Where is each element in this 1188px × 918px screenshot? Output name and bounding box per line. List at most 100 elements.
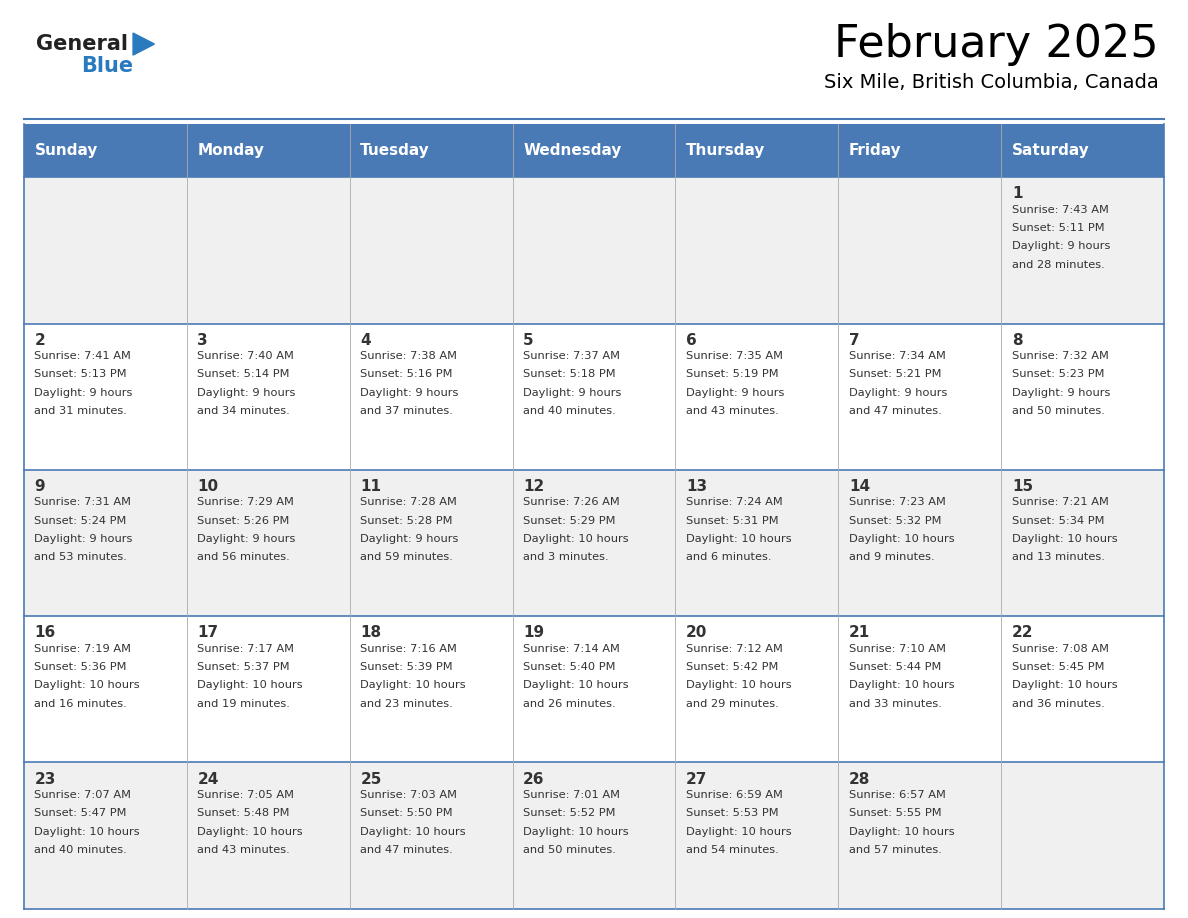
Text: General: General (36, 34, 127, 54)
Text: Daylight: 9 hours: Daylight: 9 hours (34, 387, 133, 397)
Text: and 40 minutes.: and 40 minutes. (523, 406, 617, 416)
Text: Sunset: 5:48 PM: Sunset: 5:48 PM (197, 809, 290, 818)
Text: Daylight: 9 hours: Daylight: 9 hours (197, 534, 296, 544)
Text: Daylight: 9 hours: Daylight: 9 hours (360, 534, 459, 544)
Text: Daylight: 9 hours: Daylight: 9 hours (523, 387, 621, 397)
Text: Sunrise: 7:10 AM: Sunrise: 7:10 AM (849, 644, 946, 654)
Bar (24, 124, 1164, 177)
Text: Saturday: Saturday (1012, 143, 1089, 158)
Text: Sunrise: 7:05 AM: Sunrise: 7:05 AM (197, 790, 295, 800)
Text: 19: 19 (523, 625, 544, 641)
Text: 23: 23 (34, 772, 56, 787)
Text: Sunrise: 7:28 AM: Sunrise: 7:28 AM (360, 498, 457, 508)
Text: Daylight: 10 hours: Daylight: 10 hours (34, 827, 140, 836)
Text: Daylight: 9 hours: Daylight: 9 hours (360, 387, 459, 397)
Text: and 54 minutes.: and 54 minutes. (687, 845, 779, 855)
Text: Daylight: 10 hours: Daylight: 10 hours (523, 827, 628, 836)
Text: Sunset: 5:16 PM: Sunset: 5:16 PM (360, 369, 453, 379)
Text: Daylight: 10 hours: Daylight: 10 hours (687, 680, 791, 690)
Text: Sunday: Sunday (34, 143, 97, 158)
Text: Sunset: 5:36 PM: Sunset: 5:36 PM (34, 662, 127, 672)
Text: Sunset: 5:29 PM: Sunset: 5:29 PM (523, 516, 615, 526)
Text: Daylight: 10 hours: Daylight: 10 hours (1012, 534, 1118, 544)
Text: Daylight: 10 hours: Daylight: 10 hours (849, 680, 955, 690)
Text: Sunset: 5:52 PM: Sunset: 5:52 PM (523, 809, 615, 818)
Text: 1: 1 (1012, 186, 1023, 201)
Text: Thursday: Thursday (687, 143, 765, 158)
Text: Sunrise: 7:41 AM: Sunrise: 7:41 AM (34, 351, 132, 361)
Text: Daylight: 9 hours: Daylight: 9 hours (197, 387, 296, 397)
Text: Daylight: 10 hours: Daylight: 10 hours (849, 534, 955, 544)
Text: and 37 minutes.: and 37 minutes. (360, 406, 453, 416)
Text: Sunrise: 7:24 AM: Sunrise: 7:24 AM (687, 498, 783, 508)
Text: 8: 8 (1012, 332, 1023, 348)
Text: Daylight: 10 hours: Daylight: 10 hours (197, 680, 303, 690)
Text: Sunset: 5:26 PM: Sunset: 5:26 PM (197, 516, 290, 526)
Text: and 16 minutes.: and 16 minutes. (34, 699, 127, 709)
Text: Monday: Monday (197, 143, 265, 158)
Text: Sunset: 5:32 PM: Sunset: 5:32 PM (849, 516, 942, 526)
Text: and 53 minutes.: and 53 minutes. (34, 553, 127, 563)
Text: and 33 minutes.: and 33 minutes. (849, 699, 942, 709)
Text: 14: 14 (849, 479, 870, 494)
Text: and 26 minutes.: and 26 minutes. (523, 699, 615, 709)
Text: Sunset: 5:55 PM: Sunset: 5:55 PM (849, 809, 942, 818)
Text: and 57 minutes.: and 57 minutes. (849, 845, 942, 855)
Text: and 50 minutes.: and 50 minutes. (1012, 406, 1105, 416)
Text: Sunset: 5:45 PM: Sunset: 5:45 PM (1012, 662, 1105, 672)
Text: Daylight: 10 hours: Daylight: 10 hours (197, 827, 303, 836)
Text: Sunrise: 7:35 AM: Sunrise: 7:35 AM (687, 351, 783, 361)
Text: and 9 minutes.: and 9 minutes. (849, 553, 935, 563)
Text: Sunrise: 7:34 AM: Sunrise: 7:34 AM (849, 351, 946, 361)
Text: Sunrise: 7:01 AM: Sunrise: 7:01 AM (523, 790, 620, 800)
Text: 13: 13 (687, 479, 707, 494)
Text: 7: 7 (849, 332, 860, 348)
Text: Daylight: 9 hours: Daylight: 9 hours (1012, 241, 1111, 252)
Text: Daylight: 10 hours: Daylight: 10 hours (34, 680, 140, 690)
Text: Sunrise: 7:17 AM: Sunrise: 7:17 AM (197, 644, 295, 654)
Text: Sunrise: 7:26 AM: Sunrise: 7:26 AM (523, 498, 620, 508)
Text: Sunrise: 7:08 AM: Sunrise: 7:08 AM (1012, 644, 1110, 654)
Text: Sunrise: 7:31 AM: Sunrise: 7:31 AM (34, 498, 132, 508)
Text: and 36 minutes.: and 36 minutes. (1012, 699, 1105, 709)
Text: and 3 minutes.: and 3 minutes. (523, 553, 609, 563)
Text: Daylight: 10 hours: Daylight: 10 hours (687, 534, 791, 544)
Text: Sunset: 5:19 PM: Sunset: 5:19 PM (687, 369, 779, 379)
Text: Sunrise: 7:37 AM: Sunrise: 7:37 AM (523, 351, 620, 361)
Polygon shape (133, 33, 154, 55)
Text: Sunset: 5:31 PM: Sunset: 5:31 PM (687, 516, 779, 526)
Text: Wednesday: Wednesday (523, 143, 621, 158)
Text: Tuesday: Tuesday (360, 143, 430, 158)
Text: 21: 21 (849, 625, 871, 641)
Text: Sunset: 5:28 PM: Sunset: 5:28 PM (360, 516, 453, 526)
Text: 9: 9 (34, 479, 45, 494)
Text: Sunset: 5:13 PM: Sunset: 5:13 PM (34, 369, 127, 379)
Text: 26: 26 (523, 772, 545, 787)
Text: Blue: Blue (81, 56, 133, 76)
Text: Sunset: 5:18 PM: Sunset: 5:18 PM (523, 369, 615, 379)
Text: 4: 4 (360, 332, 371, 348)
Text: Sunset: 5:50 PM: Sunset: 5:50 PM (360, 809, 453, 818)
Text: Sunrise: 6:59 AM: Sunrise: 6:59 AM (687, 790, 783, 800)
Text: 15: 15 (1012, 479, 1034, 494)
Text: Sunrise: 6:57 AM: Sunrise: 6:57 AM (849, 790, 946, 800)
Text: Sunset: 5:34 PM: Sunset: 5:34 PM (1012, 516, 1105, 526)
Text: Sunrise: 7:21 AM: Sunrise: 7:21 AM (1012, 498, 1108, 508)
Text: and 13 minutes.: and 13 minutes. (1012, 553, 1105, 563)
Text: and 50 minutes.: and 50 minutes. (523, 845, 617, 855)
Text: 10: 10 (197, 479, 219, 494)
Text: and 40 minutes.: and 40 minutes. (34, 845, 127, 855)
Text: Sunset: 5:53 PM: Sunset: 5:53 PM (687, 809, 779, 818)
Text: 3: 3 (197, 332, 208, 348)
Text: 20: 20 (687, 625, 708, 641)
Text: and 59 minutes.: and 59 minutes. (360, 553, 453, 563)
Text: Sunrise: 7:12 AM: Sunrise: 7:12 AM (687, 644, 783, 654)
Text: and 19 minutes.: and 19 minutes. (197, 699, 290, 709)
Text: Six Mile, British Columbia, Canada: Six Mile, British Columbia, Canada (823, 73, 1158, 92)
Text: 24: 24 (197, 772, 219, 787)
Text: 18: 18 (360, 625, 381, 641)
Text: Sunrise: 7:29 AM: Sunrise: 7:29 AM (197, 498, 295, 508)
Text: and 43 minutes.: and 43 minutes. (687, 406, 779, 416)
Text: and 47 minutes.: and 47 minutes. (849, 406, 942, 416)
Text: Sunset: 5:14 PM: Sunset: 5:14 PM (197, 369, 290, 379)
